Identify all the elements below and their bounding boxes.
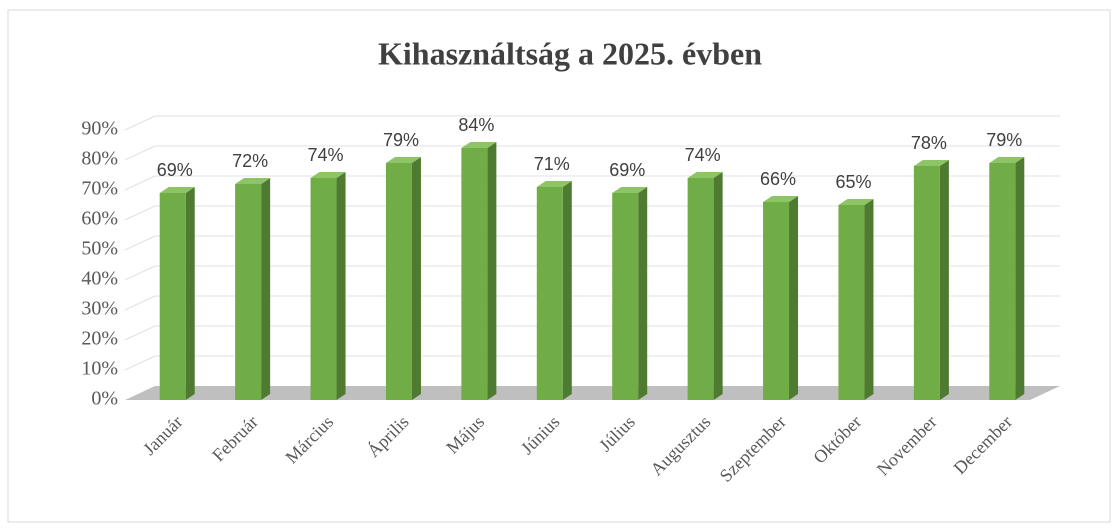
value-label: 72% (232, 151, 268, 171)
y-tick-label: 20% (81, 328, 118, 350)
bar-top (310, 172, 346, 178)
bar-side (713, 172, 723, 400)
bar (838, 199, 874, 400)
bar (763, 196, 799, 400)
grid-line-side (124, 325, 156, 341)
value-label: 79% (986, 130, 1022, 150)
bar-front (385, 163, 412, 400)
bar-front (461, 148, 488, 400)
bar-side (411, 157, 421, 400)
grid-line-side (124, 355, 156, 371)
bar (612, 187, 648, 400)
bar (235, 178, 271, 400)
y-tick-label: 0% (91, 388, 118, 410)
bar-front (989, 163, 1016, 400)
bar-top (989, 157, 1025, 163)
bar (159, 187, 195, 400)
grid-line-side (124, 175, 156, 191)
y-tick-label: 80% (81, 148, 118, 170)
y-tick-label: 90% (81, 118, 118, 140)
bar-front (612, 193, 639, 400)
bar-top (235, 178, 271, 184)
y-tick-label: 30% (81, 298, 118, 320)
bar-top (838, 199, 874, 205)
y-tick-label: 70% (81, 178, 118, 200)
bar-front (763, 202, 790, 400)
bar-side (487, 142, 497, 400)
bar-side (562, 181, 572, 400)
bar-front (536, 187, 563, 400)
value-label: 84% (458, 115, 494, 135)
y-tick-label: 40% (81, 268, 118, 290)
bar-side (864, 199, 874, 400)
bar-top (763, 196, 799, 202)
bar-side (1015, 157, 1025, 400)
value-label: 69% (609, 160, 645, 180)
bar (385, 157, 421, 400)
chart-title: Kihasználtság a 2025. évben (378, 35, 762, 71)
value-label: 74% (308, 145, 344, 165)
floor (125, 386, 1060, 400)
bar-front (913, 166, 940, 400)
bar-top (913, 160, 949, 166)
bar (989, 157, 1025, 400)
value-label: 69% (157, 160, 193, 180)
grid-line-side (124, 295, 156, 311)
y-tick-label: 10% (81, 358, 118, 380)
value-label: 66% (760, 169, 796, 189)
bar-side (939, 160, 949, 400)
value-label: 65% (835, 172, 871, 192)
bar-top (536, 181, 572, 187)
bar (310, 172, 346, 400)
bar (687, 172, 723, 400)
value-label: 74% (685, 145, 721, 165)
bar-front (235, 184, 262, 400)
bar-side (789, 196, 799, 400)
grid-line-side (124, 205, 156, 221)
grid-line-side (124, 235, 156, 251)
bar (913, 160, 949, 400)
bar-side (261, 178, 271, 400)
grid-line-side (124, 265, 156, 281)
bar-top (461, 142, 497, 148)
bar-front (838, 205, 865, 400)
bar-front (310, 178, 337, 400)
grid-line-side (124, 145, 156, 161)
bar (461, 142, 497, 400)
bar-side (638, 187, 648, 400)
bar-top (687, 172, 723, 178)
bar-side (336, 172, 346, 400)
value-label: 78% (911, 133, 947, 153)
grid-line-side (124, 115, 156, 131)
bar-top (159, 187, 195, 193)
bar (536, 181, 572, 400)
y-tick-label: 60% (81, 208, 118, 230)
bar-side (185, 187, 195, 400)
y-tick-label: 50% (81, 238, 118, 260)
bar-top (612, 187, 648, 193)
bar-top (385, 157, 421, 163)
value-label: 71% (534, 154, 570, 174)
bar-front (687, 178, 714, 400)
value-label: 79% (383, 130, 419, 150)
bar-front (159, 193, 186, 400)
